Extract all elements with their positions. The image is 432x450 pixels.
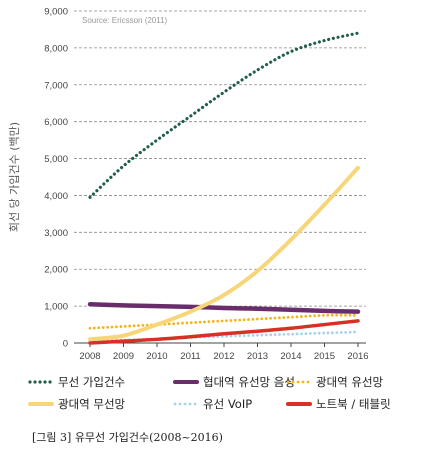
series-line-3 <box>88 165 360 342</box>
x-tick-label: 2010 <box>146 351 167 362</box>
figure-caption: [그림 3] 유무선 가입건수(2008~2016) <box>32 431 223 444</box>
y-tick-label: 8,000 <box>44 43 68 54</box>
x-tick-label: 2014 <box>280 351 301 362</box>
legend-item-2: 광대역 유선망 <box>286 375 384 389</box>
legend-label: 협대역 유선망 음성 <box>203 375 295 389</box>
series-line-0 <box>88 31 360 199</box>
legend-item-5: 노트북 / 태블릿 <box>286 397 391 411</box>
legend-label: 노트북 / 태블릿 <box>316 397 391 411</box>
legend-item-0: 무선 가입건수 <box>28 375 125 389</box>
x-tick-label: 2016 <box>347 351 368 362</box>
x-tick-label: 2013 <box>247 351 268 362</box>
y-tick-label: 7,000 <box>44 80 68 91</box>
y-tick-label: 5,000 <box>44 154 68 165</box>
y-tick-label: 4,000 <box>44 191 68 202</box>
legend-label: 광대역 유선망 <box>316 375 384 389</box>
x-tick-label: 2011 <box>180 351 200 362</box>
legend-label: 광대역 무선망 <box>58 397 126 411</box>
x-tick-label: 2009 <box>113 351 134 362</box>
legend-item-1: 협대역 유선망 음성 <box>173 375 295 389</box>
y-tick-label: 1,000 <box>44 302 68 313</box>
series-line-2 <box>88 313 360 330</box>
y-tick-label: 9,000 <box>44 7 68 18</box>
y-tick-label: 6,000 <box>44 117 68 128</box>
x-tick-label: 2012 <box>213 351 234 362</box>
y-tick-label: 2,000 <box>44 265 68 276</box>
series-line-1 <box>87 302 361 314</box>
x-tick-label: 2015 <box>314 351 335 362</box>
x-tick-label: 2008 <box>79 351 100 362</box>
legend-item-4: 유선 VoIP <box>173 397 252 411</box>
y-axis-title: 회선 당 가입건수 (백만) <box>8 122 21 232</box>
legend-label: 유선 VoIP <box>203 397 252 411</box>
y-tick-label: 0 <box>63 339 68 350</box>
series-line-5 <box>88 319 360 345</box>
y-tick-label: 3,000 <box>44 228 68 239</box>
source-note: Source: Ericsson (2011) <box>82 16 168 25</box>
legend-label: 무선 가입건수 <box>58 375 125 389</box>
legend-item-3: 광대역 무선망 <box>28 397 126 411</box>
chart: 0 1,000 2,000 3,000 4,000 5,000 6,000 7,000 8,00… <box>8 7 391 412</box>
